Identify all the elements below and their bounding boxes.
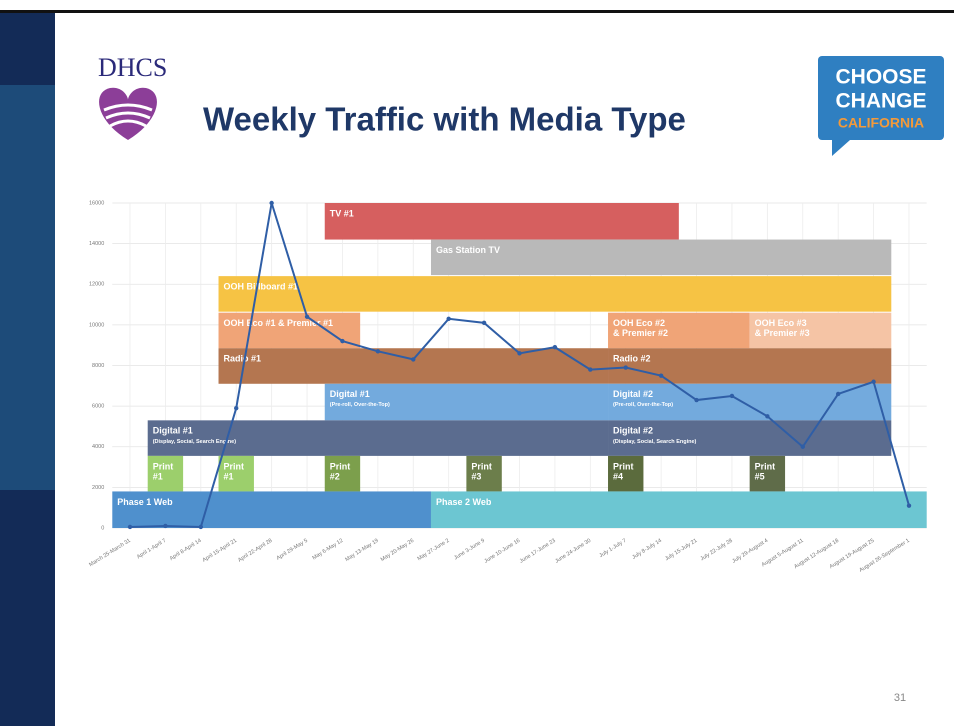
traffic-point [481, 320, 487, 326]
band-label: Phase 1 Web [117, 497, 173, 507]
traffic-point [446, 316, 451, 321]
band-label: OOH Eco #1 & Premier #1 [224, 318, 334, 328]
y-tick-label: 8000 [92, 363, 104, 369]
traffic-point [906, 503, 912, 508]
band-label: Print [471, 461, 492, 471]
side-band [0, 85, 55, 490]
band-label: #4 [613, 471, 623, 481]
media-band [608, 312, 750, 349]
media-band [749, 312, 892, 349]
traffic-point [871, 379, 876, 384]
media-band [608, 455, 644, 492]
band-label: OOH Eco #2 [613, 318, 665, 328]
media-band [324, 455, 361, 492]
media-band [608, 348, 892, 384]
band-label: Phase 2 Web [436, 497, 492, 507]
band-label: Print [613, 461, 634, 471]
badge-line: CHOOSE [835, 66, 926, 89]
media-band [112, 491, 431, 528]
traffic-point [517, 351, 522, 356]
title: Weekly Traffic with Media Type [203, 101, 686, 138]
band-label: OOH Billboard #1 [224, 282, 299, 292]
band-label: (Display, Social, Search Engine) [613, 439, 697, 445]
media-band [218, 276, 892, 312]
traffic-point [658, 373, 664, 378]
y-tick-label: 0 [101, 525, 104, 531]
media-band [430, 239, 892, 276]
traffic-point [694, 397, 699, 403]
traffic-point [340, 338, 345, 344]
band-label: TV #1 [330, 208, 354, 218]
y-tick-label: 6000 [92, 404, 104, 410]
traffic-point [198, 524, 204, 530]
y-tick-label: 12000 [89, 282, 104, 288]
traffic-point [800, 444, 805, 449]
badge [818, 56, 944, 140]
band-label: Print [330, 461, 351, 471]
media-band [218, 348, 609, 384]
traffic-point [234, 405, 239, 411]
band-label: OOH Eco #3 [755, 318, 807, 328]
badge-line: CHANGE [835, 90, 926, 113]
top-rule [0, 10, 954, 13]
media-band [324, 383, 609, 421]
band-label: Gas Station TV [436, 245, 500, 255]
media-band [218, 455, 254, 492]
y-tick-label: 2000 [92, 485, 104, 491]
band-label: Radio #1 [224, 354, 262, 364]
page-number: 31 [894, 692, 906, 704]
media-band [608, 420, 892, 456]
band-label: Digital #1 [330, 389, 370, 399]
media-band [608, 383, 892, 421]
y-tick-label: 4000 [92, 444, 104, 450]
band-label: Digital #2 [613, 426, 653, 436]
traffic-point [729, 393, 735, 399]
band-label: #2 [330, 471, 340, 481]
traffic-point [163, 523, 168, 529]
band-label: #1 [153, 471, 163, 481]
band-label: Digital #1 [153, 426, 193, 436]
y-tick-label: 10000 [89, 322, 104, 328]
band-label: Print [755, 461, 776, 471]
media-band [324, 203, 679, 240]
traffic-point [269, 200, 274, 206]
band-label: #5 [755, 471, 765, 481]
media-band [466, 455, 502, 492]
chart: 0200040006000800010000120001400016000Mar… [88, 200, 927, 574]
media-band [147, 455, 184, 492]
badge-tail [832, 140, 850, 156]
band-label: Digital #2 [613, 389, 653, 399]
traffic-point [588, 367, 593, 372]
traffic-point [411, 357, 416, 362]
media-band [430, 491, 927, 528]
band-label: & Premier #2 [613, 328, 668, 338]
traffic-point [127, 524, 133, 530]
logo-lines [103, 103, 153, 128]
band-label: & Premier #3 [755, 328, 810, 338]
traffic-point [375, 349, 381, 354]
band-label: Print [224, 461, 245, 471]
traffic-point [835, 391, 841, 397]
band-label: (Pre-roll, Over-the-Top) [330, 402, 390, 408]
band-label: (Display, Social, Search Engine) [153, 439, 237, 445]
band-label: Print [153, 461, 174, 471]
band-label: (Pre-roll, Over-the-Top) [613, 402, 673, 408]
y-tick-label: 14000 [89, 241, 104, 247]
band-label: #3 [471, 471, 481, 481]
traffic-point [552, 345, 558, 350]
badge-line: CALIFORNIA [838, 115, 924, 131]
media-band [218, 312, 361, 349]
band-label: #1 [224, 471, 234, 481]
traffic-point [765, 414, 770, 419]
traffic-point [304, 314, 310, 319]
media-band [749, 455, 786, 492]
band-label: Radio #2 [613, 354, 651, 364]
logo-text: DHCS [98, 53, 167, 82]
traffic-point [623, 365, 628, 370]
y-tick-label: 16000 [89, 200, 104, 206]
